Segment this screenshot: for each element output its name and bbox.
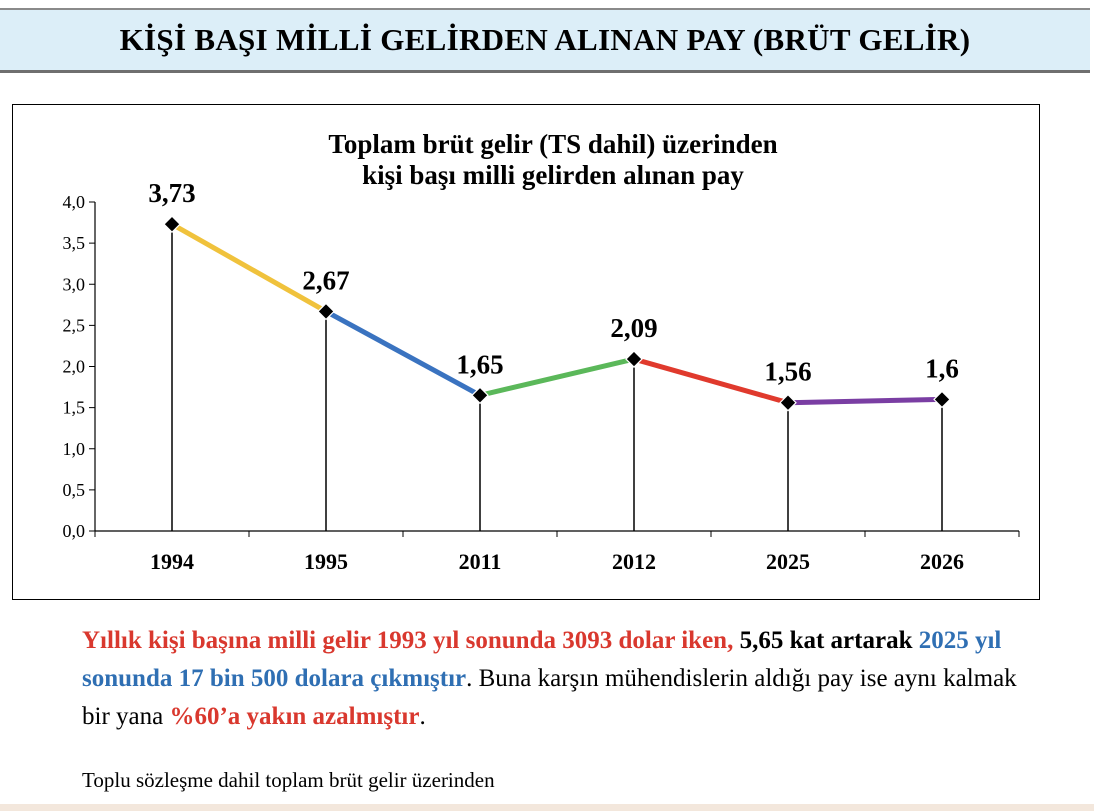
y-tick-label: 1,0 — [63, 439, 86, 459]
data-label: 1,6 — [925, 353, 959, 383]
series-segment — [631, 356, 791, 406]
chart-title-line-2: kişi başı milli gelirden alınan pay — [362, 160, 744, 190]
chart-title: Toplam brüt gelir (TS dahil) üzerinden k… — [313, 129, 793, 191]
summary-red-text-2: %60’a yakın azalmıştır — [169, 703, 420, 730]
x-tick-label: 2012 — [612, 549, 656, 574]
data-point-marker — [625, 350, 643, 368]
y-tick-label: 2,5 — [63, 315, 86, 335]
line-chart: 0,0 0,5 1,0 1,5 2,0 2,5 3,0 3,5 4,0 1994 1995 2011 2… — [63, 178, 1020, 574]
series-segment — [785, 396, 945, 406]
series-segment — [323, 308, 483, 398]
x-tick-label: 1995 — [304, 549, 348, 574]
summary-red-text: Yıllık kişi başına milli gelir 1993 yıl … — [82, 627, 734, 654]
page-title: KİŞİ BAŞI MİLLİ GELİRDEN ALINAN PAY (BRÜ… — [119, 22, 971, 57]
footnote: Toplu sözleşme dahil toplam brüt gelir ü… — [82, 768, 495, 792]
y-tick-label: 3,0 — [63, 274, 86, 294]
data-point-marker — [779, 393, 797, 412]
y-tick-label: 3,5 — [63, 233, 86, 253]
y-tick-label: 0,0 — [63, 521, 86, 541]
summary-bold-text: 5,65 kat artarak — [733, 627, 913, 654]
x-tick-label: 2011 — [459, 549, 502, 574]
data-label: 3,73 — [148, 178, 195, 208]
data-label: 1,65 — [456, 349, 503, 379]
data-point-marker — [317, 302, 335, 321]
x-tick-label: 2026 — [920, 549, 964, 574]
chart-title-line-1: Toplam brüt gelir (TS dahil) üzerinden — [328, 129, 778, 159]
bottom-rule — [0, 804, 1094, 811]
x-tick-label: 2025 — [766, 549, 810, 574]
data-label: 2,67 — [302, 265, 349, 295]
data-point-marker — [933, 390, 951, 409]
data-point-marker — [163, 215, 181, 234]
series-segment — [169, 221, 329, 314]
y-tick-label: 4,0 — [63, 192, 86, 212]
summary-plain-text: . Buna karşın mühendislerin aldığı pay i… — [82, 665, 1017, 730]
y-tick-label: 0,5 — [63, 480, 86, 500]
summary-paragraph: Yıllık kişi başına milli gelir 1993 yıl … — [82, 622, 1042, 736]
summary-end-text: . — [419, 703, 426, 730]
chart-frame: 0,0 0,5 1,0 1,5 2,0 2,5 3,0 3,5 4,0 1994 1995 2011 2… — [12, 104, 1040, 600]
data-label: 2,09 — [610, 313, 657, 343]
page-header: KİŞİ BAŞI MİLLİ GELİRDEN ALINAN PAY (BRÜ… — [0, 8, 1090, 73]
data-label: 1,56 — [764, 357, 811, 387]
y-tick-label: 1,5 — [63, 398, 86, 418]
y-tick-label: 2,0 — [63, 357, 86, 377]
data-point-marker — [471, 386, 489, 405]
summary-blue-text: 2025 yıl sonunda 17 bin 500 dolara çıkmı… — [82, 627, 1002, 692]
x-tick-label: 1994 — [150, 549, 194, 574]
series-segment — [477, 356, 637, 398]
